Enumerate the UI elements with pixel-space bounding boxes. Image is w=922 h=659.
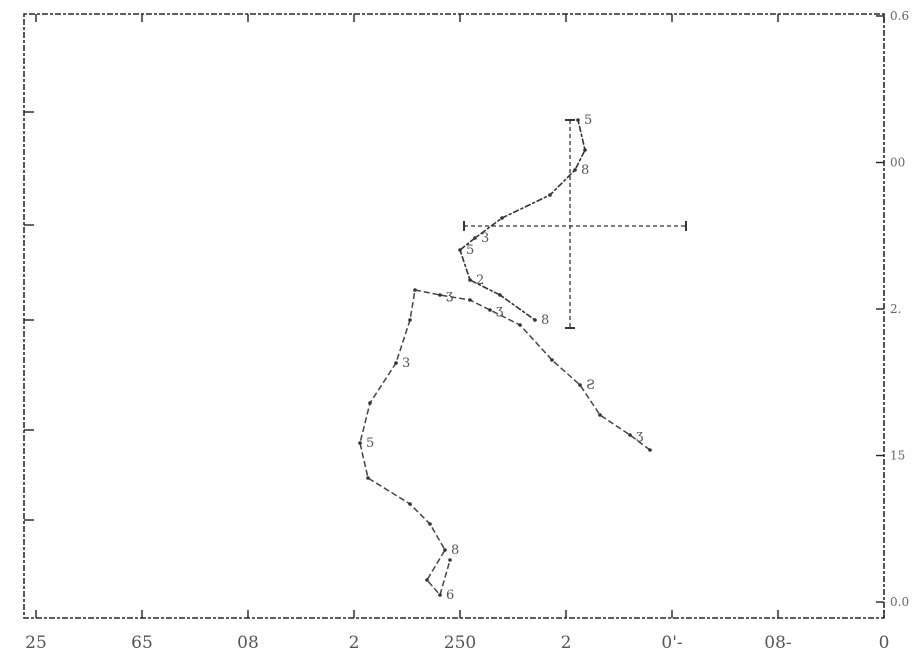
data-point	[458, 248, 462, 252]
series-line	[359, 289, 651, 597]
data-point	[366, 476, 370, 480]
data-point	[368, 401, 372, 405]
data-point	[548, 193, 552, 197]
right-tick-label: 15	[890, 449, 905, 463]
x-tick-label: 2	[561, 633, 572, 653]
plot-frame	[23, 13, 885, 619]
x-tick-labels: 25 65 08 2 250 2 0'- 08- 0	[25, 633, 889, 653]
right-tick-label: 0.0	[890, 595, 909, 609]
x-tick-label: 08-	[764, 633, 791, 653]
data-point	[488, 308, 492, 312]
data-point	[576, 118, 580, 122]
point-label: 6	[446, 588, 454, 603]
data-point	[628, 433, 632, 437]
data-point	[425, 578, 429, 582]
point-label: 3	[481, 231, 489, 246]
point-label: ʒ	[636, 428, 643, 443]
x-tick-label: 65	[131, 633, 153, 653]
data-point	[443, 548, 447, 552]
right-tick-label: 0.6	[890, 9, 909, 23]
data-point	[518, 323, 522, 327]
data-point	[573, 168, 577, 172]
x-tick-label: 2	[349, 633, 360, 653]
point-label: 8	[451, 543, 459, 558]
data-point	[428, 522, 432, 526]
data-point	[358, 441, 362, 445]
point-label: Ƨ	[586, 378, 595, 393]
right-tick-label: 00	[890, 156, 905, 170]
data-point	[500, 216, 504, 220]
point-label: 5	[366, 436, 374, 451]
data-point	[468, 298, 472, 302]
right-tick-labels: 0.6 00 2. 15 0.0	[890, 9, 909, 609]
right-tick-label: 2.	[890, 302, 901, 316]
x-tick-label: 250	[444, 633, 476, 653]
data-point	[394, 361, 398, 365]
axis-ticks	[24, 14, 885, 618]
point-label: 3	[402, 356, 410, 371]
data-point	[498, 293, 502, 297]
series-line	[459, 119, 586, 321]
data-point	[533, 318, 537, 322]
point-label: 8	[581, 163, 589, 178]
point-label: 8	[541, 313, 549, 328]
x-tick-label: 25	[25, 633, 47, 653]
point-label: ʒ	[496, 303, 503, 318]
x-tick-label: 0'-	[661, 633, 682, 653]
data-point	[408, 502, 412, 506]
data-point	[448, 558, 452, 562]
data-point	[648, 448, 652, 452]
data-point	[438, 593, 442, 597]
data-point	[598, 413, 602, 417]
error-bars	[463, 119, 687, 329]
point-label: 5	[466, 243, 474, 258]
data-point	[408, 318, 412, 322]
data-point	[438, 293, 442, 297]
data-point	[473, 236, 477, 240]
point-label: ʒ	[446, 288, 453, 303]
point-label: 2	[476, 273, 484, 288]
data-point	[578, 383, 582, 387]
x-tick-label: 0	[879, 633, 890, 653]
x-tick-label: 08	[237, 633, 259, 653]
data-point	[550, 358, 554, 362]
data-point	[468, 278, 472, 282]
data-point	[413, 288, 417, 292]
point-label: 5	[584, 113, 592, 128]
data-point	[583, 148, 587, 152]
